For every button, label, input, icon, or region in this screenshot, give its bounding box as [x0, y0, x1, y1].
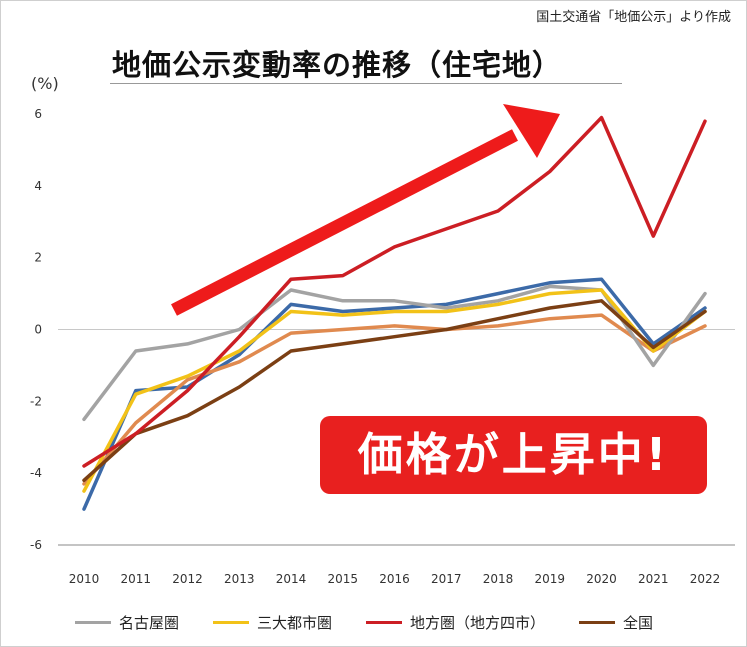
series-layer	[82, 115, 707, 511]
legend-item: 名古屋圏	[75, 612, 179, 633]
axis-layer: 6 4 2 0 -2 -4 -6 2010 2011 2012 2013 2014 2015 2016 20…	[30, 107, 735, 586]
legend-label: 名古屋圏	[119, 614, 180, 632]
y-tick-label: 6	[34, 107, 42, 121]
x-tick-label: 2015	[327, 572, 358, 586]
legend-item: 三大都市圏	[213, 612, 332, 633]
legend-swatch	[213, 621, 250, 624]
x-tick-label: 2012	[172, 572, 203, 586]
x-tick-label: 2022	[690, 572, 721, 586]
y-tick-label: -4	[30, 466, 42, 480]
trend-arrow-head	[503, 104, 560, 158]
source-note: 国土交通省「地価公示」より作成	[536, 10, 731, 25]
x-tick-label: 2014	[276, 572, 307, 586]
x-tick-label: 2013	[224, 572, 255, 586]
x-tick-label: 2011	[120, 572, 151, 586]
y-tick-label: -2	[30, 394, 42, 408]
x-tick-label: 2016	[379, 572, 410, 586]
y-tick-label: 2	[34, 251, 42, 265]
legend-item: 全国	[579, 612, 653, 633]
legend-label: 三大都市圏	[257, 614, 333, 632]
y-axis-unit: (%)	[31, 74, 59, 93]
legend-swatch	[579, 621, 616, 624]
x-tick-label: 2017	[431, 572, 462, 586]
title-underline	[110, 83, 622, 84]
y-tick-label: -6	[30, 538, 42, 552]
x-tick-label: 2020	[586, 572, 617, 586]
x-tick-label: 2010	[69, 572, 100, 586]
callout-banner: 価格が上昇中!	[320, 416, 707, 494]
legend-swatch	[366, 621, 403, 624]
legend-label: 全国	[623, 614, 654, 632]
x-tick-label: 2021	[638, 572, 669, 586]
legend-swatch	[75, 621, 111, 624]
chart-title: 地価公示変動率の推移（住宅地）	[112, 48, 563, 82]
trend-arrow-shaft	[171, 129, 518, 316]
y-tick-label: 4	[34, 179, 42, 193]
x-tick-label: 2019	[534, 572, 565, 586]
x-tick-label: 2018	[483, 572, 514, 586]
legend-item: 地方圏（地方四市）	[366, 612, 545, 633]
legend: 名古屋圏 三大都市圏 地方圏（地方四市） 全国	[75, 612, 653, 633]
y-tick-label: 0	[34, 323, 42, 337]
legend-label: 地方圏（地方四市）	[410, 614, 546, 632]
trend-arrow	[171, 104, 560, 316]
